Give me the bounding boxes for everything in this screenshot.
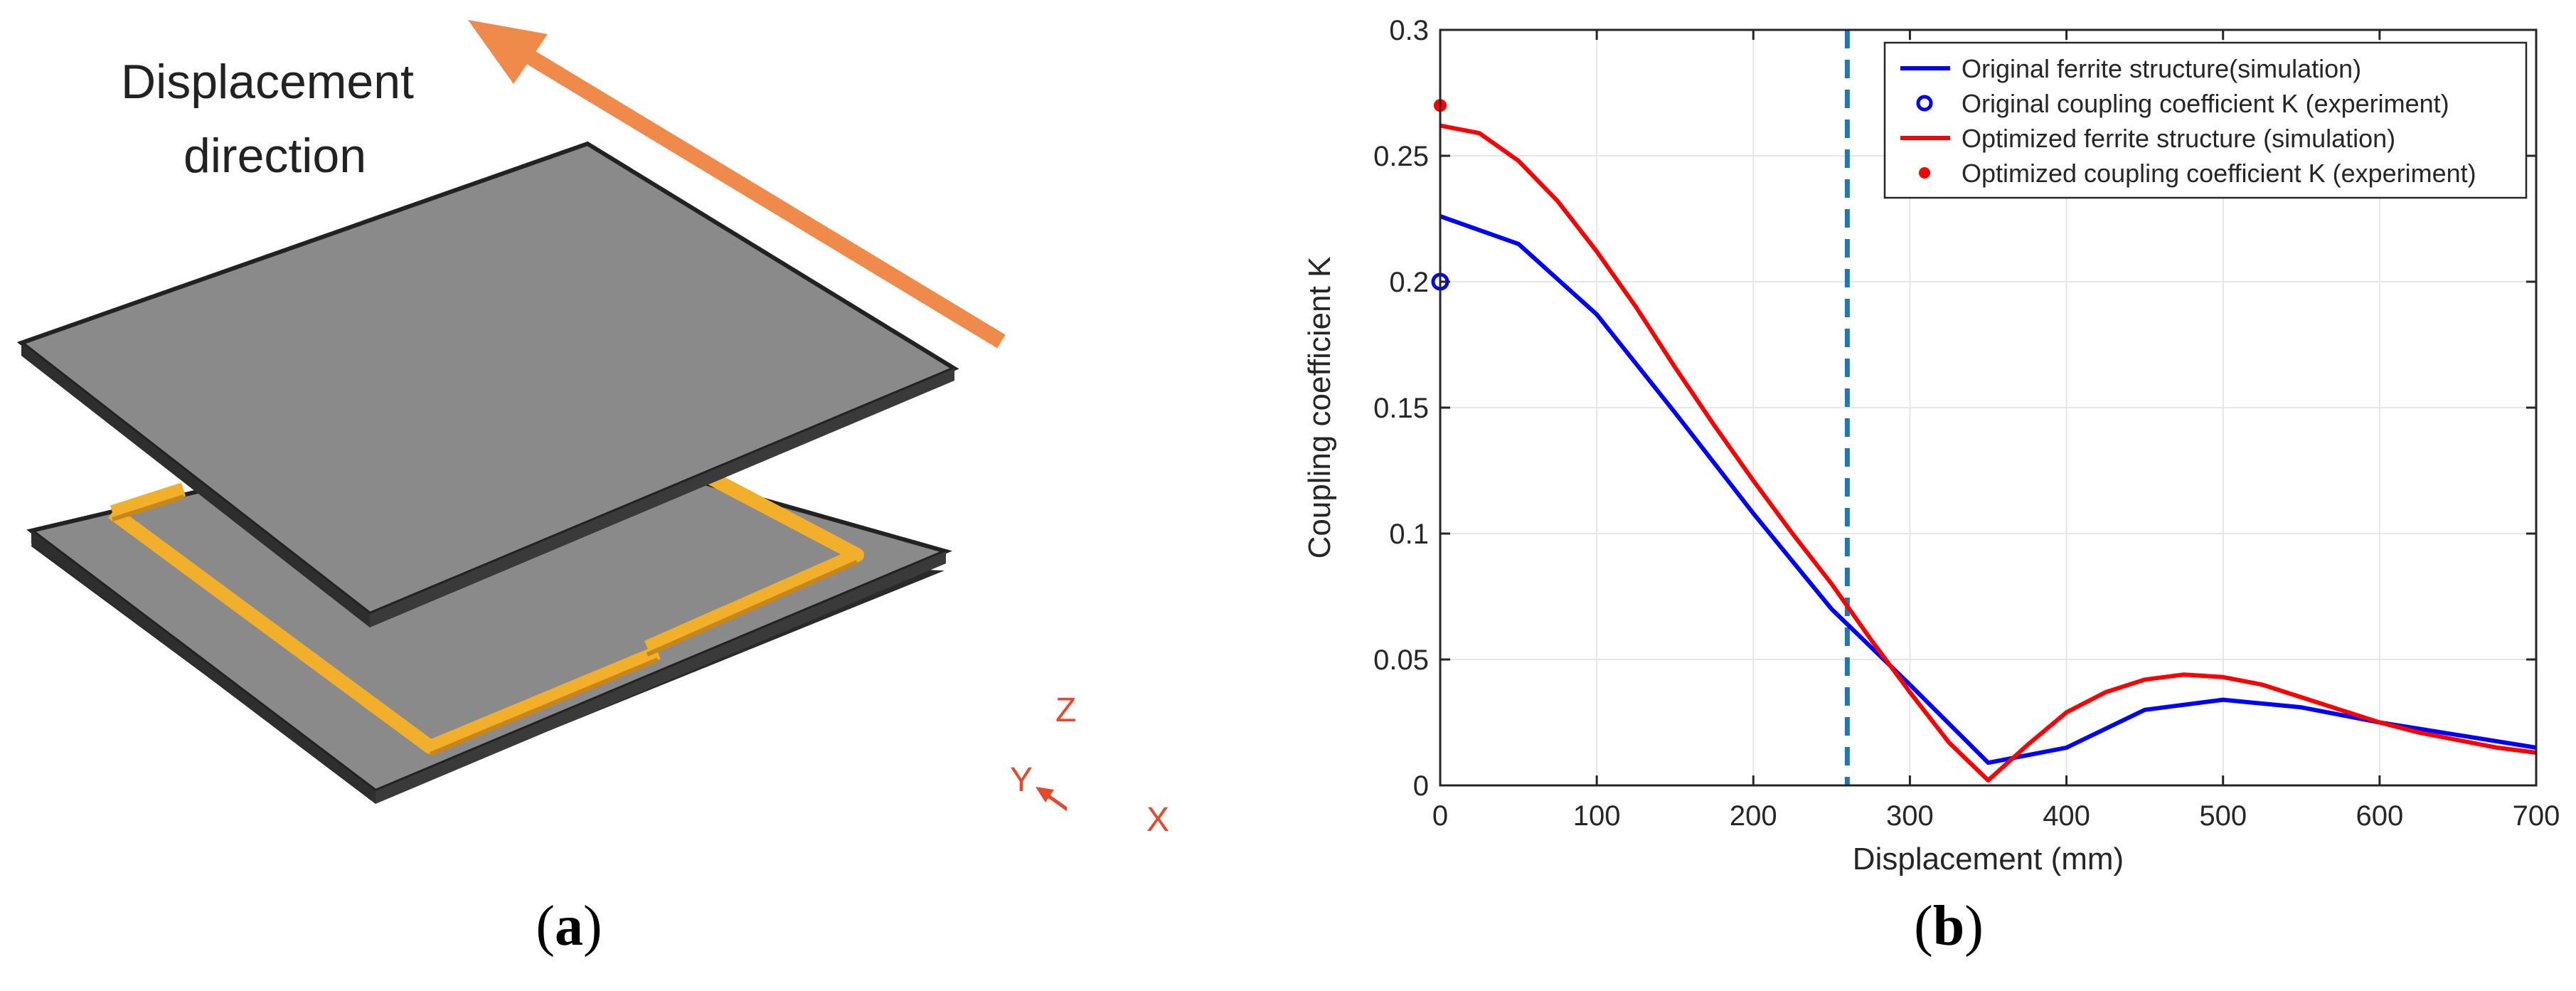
y-tick-label: 0	[1413, 770, 1429, 802]
legend-open-circle-swatch	[1916, 95, 1933, 112]
legend-box	[1883, 41, 2528, 199]
x-tick-label: 0	[1432, 800, 1448, 832]
axes: 0 100 200 300 400 500 600 700 0 0.05 0.1 0.15 0.2 0.2…	[1373, 15, 2560, 832]
legend: Original ferrite structure(simulation) Or…	[1883, 41, 2528, 199]
legend-entry-label: Original coupling coefficient K (experim…	[1962, 89, 2449, 118]
y-tick-label: 0.2	[1389, 267, 1429, 298]
coil-illustration: Displacement direction	[16, 20, 1142, 820]
y-tick-label: 0.3	[1389, 15, 1429, 46]
y-tick-label: 0.15	[1373, 393, 1429, 424]
y-axis-arrowhead	[1036, 787, 1054, 802]
x-tick-label: 300	[1886, 800, 1934, 832]
y-tick-label: 0.05	[1373, 645, 1429, 676]
x-tick-label: 100	[1573, 800, 1621, 832]
y-tick-label: 0.1	[1389, 519, 1429, 550]
panel-label-b: (b)	[1914, 895, 1984, 958]
bottom-plate	[26, 420, 953, 804]
legend-entry-label: Optimized ferrite structure (simulation)	[1962, 124, 2395, 153]
axis-y-label: Y	[1010, 761, 1033, 799]
x-axis-title: Displacement (mm)	[1853, 842, 2124, 876]
coil	[108, 472, 864, 756]
axis-z-label: Z	[1055, 691, 1076, 729]
plot-area	[1431, 30, 2537, 785]
displacement-label-line1: Displacement	[121, 55, 414, 109]
x-tick-label: 400	[2043, 800, 2090, 832]
x-tick-label: 700	[2513, 800, 2560, 832]
y-axis-title: Coupling coefficient K	[1302, 257, 1337, 559]
legend-entry-label: Optimized coupling coefficient K (experi…	[1962, 159, 2476, 188]
panel-label-a: (a)	[536, 895, 602, 958]
x-tick-label: 600	[2356, 800, 2403, 832]
panel-a-illustration: Displacement direction	[0, 0, 1142, 987]
x-tick-label: 500	[2199, 800, 2247, 832]
panel-label-a-letter: a	[555, 895, 583, 958]
optimized-simulation-line	[1439, 123, 2537, 783]
displacement-label-line2: direction	[183, 129, 366, 183]
displacement-arrow	[468, 20, 1006, 349]
top-plate	[16, 141, 959, 627]
panel-label-b-letter: b	[1932, 895, 1965, 958]
panel-b-chart: 0 100 200 300 400 500 600 700 0 0.05 0.1 0.15 0.2 0.2…	[1280, 0, 2576, 987]
coupling-coefficient-chart: 0 100 200 300 400 500 600 700 0 0.05 0.1 0.15 0.2 0.2…	[1302, 15, 2560, 876]
x-tick-label: 200	[1730, 800, 1777, 832]
original-simulation-line	[1439, 214, 2537, 765]
axis-x-label: X	[1146, 801, 1169, 839]
y-tick-label: 0.25	[1373, 141, 1429, 172]
legend-dot-swatch	[1919, 167, 1930, 179]
axis-letters-layer: Z Y X	[1010, 691, 1169, 839]
legend-entry-label: Original ferrite structure(simulation)	[1962, 54, 2361, 83]
